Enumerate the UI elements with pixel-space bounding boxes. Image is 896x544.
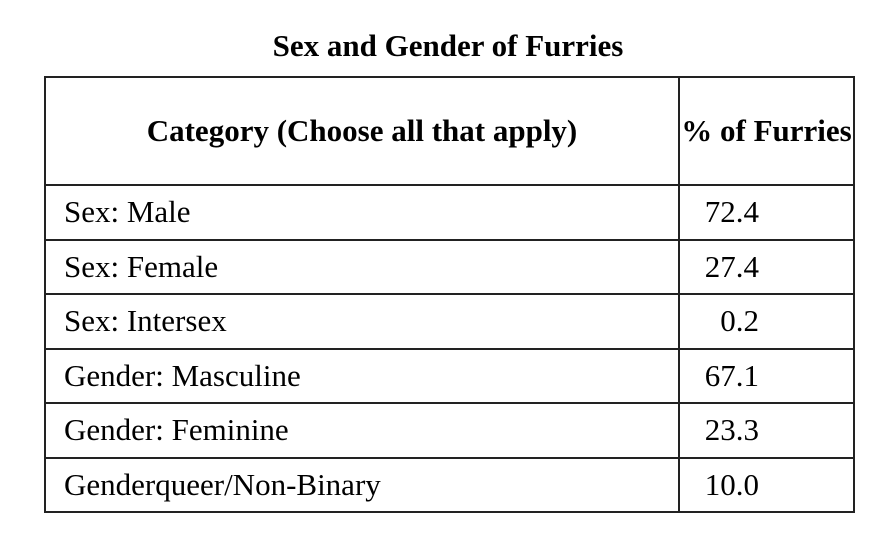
header-row: Category (Choose all that apply) % of Fu… bbox=[44, 76, 855, 186]
table-row: Sex: Male 72.4 bbox=[44, 184, 855, 241]
table-row: Gender: Masculine 67.1 bbox=[44, 347, 855, 404]
table-row: Sex: Female 27.4 bbox=[44, 238, 855, 295]
category-cell: Gender: Masculine bbox=[44, 347, 680, 404]
category-cell: Genderqueer/Non-Binary bbox=[44, 456, 680, 513]
category-cell: Sex: Male bbox=[44, 184, 680, 241]
category-cell: Sex: Intersex bbox=[44, 293, 680, 350]
category-cell: Gender: Feminine bbox=[44, 402, 680, 459]
header-cell: % of Furries bbox=[678, 76, 855, 186]
table-header: Category (Choose all that apply) % of Fu… bbox=[44, 76, 855, 186]
percent-cell: 67.1 bbox=[678, 347, 855, 404]
data-table: Category (Choose all that apply) % of Fu… bbox=[44, 76, 855, 513]
percent-cell: 0.2 bbox=[678, 293, 855, 350]
category-cell: Sex: Female bbox=[44, 238, 680, 295]
table-title: Sex and Gender of Furries bbox=[272, 28, 624, 63]
percent-cell: 27.4 bbox=[678, 238, 855, 295]
percent-cell: 10.0 bbox=[678, 456, 855, 513]
percent-cell: 23.3 bbox=[678, 402, 855, 459]
table-row: Gender: Feminine 23.3 bbox=[44, 402, 855, 459]
table-row: Sex: Intersex 0.2 bbox=[44, 293, 855, 350]
header-cell: Category (Choose all that apply) bbox=[44, 76, 680, 186]
table-body: Sex: Male 72.4 Sex: Female 27.4 Sex: Interse… bbox=[44, 184, 855, 513]
percent-cell: 72.4 bbox=[678, 184, 855, 241]
table-row: Genderqueer/Non-Binary 10.0 bbox=[44, 456, 855, 513]
